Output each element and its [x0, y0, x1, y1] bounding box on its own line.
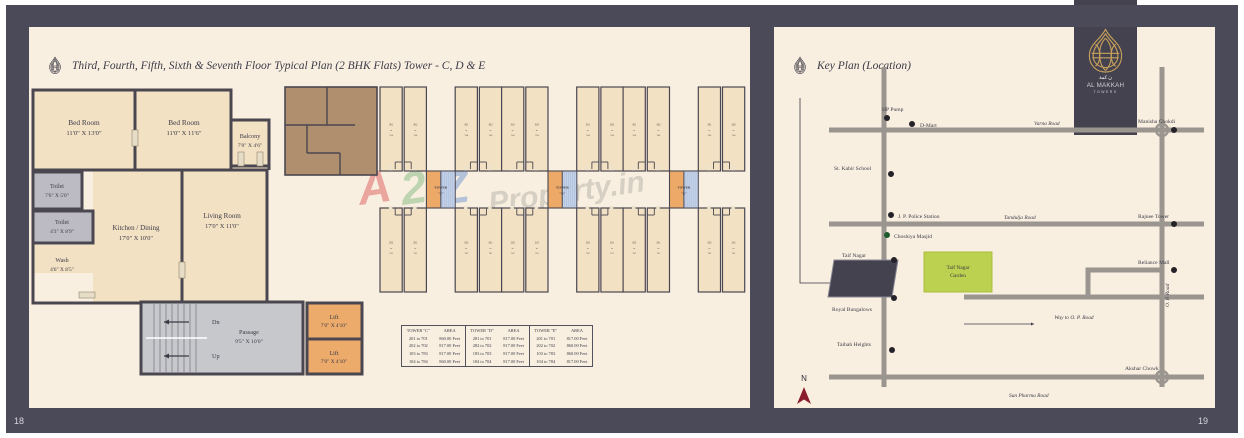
svg-text:Garden: Garden [950, 273, 966, 279]
svg-text:9'5" X 10'0": 9'5" X 10'0" [235, 339, 263, 345]
svg-text:Wash: Wash [55, 258, 68, 264]
svg-text:201: 201 [610, 241, 615, 244]
svg-text:Dn: Dn [212, 319, 220, 326]
svg-text:TOWER: TOWER [434, 186, 447, 190]
svg-text:Bed Room: Bed Room [68, 118, 100, 127]
svg-text:201: 201 [535, 241, 540, 244]
svg-text:301: 301 [464, 123, 469, 126]
svg-text:17'0" X 10'0": 17'0" X 10'0" [119, 235, 153, 242]
svg-text:Lift: Lift [330, 350, 339, 357]
svg-text:N: N [801, 374, 807, 383]
svg-text:TOWER: TOWER [677, 186, 690, 190]
svg-text:Lift: Lift [330, 314, 339, 321]
svg-text:201: 201 [488, 241, 493, 244]
svg-text:Sun Pharma Road: Sun Pharma Road [1009, 393, 1049, 399]
svg-text:202: 202 [464, 241, 469, 244]
svg-text:Taif Nagar: Taif Nagar [946, 264, 969, 271]
svg-text:302: 302 [535, 123, 540, 126]
svg-text:Toilet: Toilet [55, 220, 69, 226]
svg-text:Varna Road: Varna Road [1034, 121, 1060, 127]
svg-text:St. Kabir School: St. Kabir School [834, 166, 872, 172]
svg-text:HP Pump: HP Pump [882, 107, 904, 113]
svg-text:7'0" X 4'10": 7'0" X 4'10" [321, 323, 347, 329]
svg-text:TOWER: TOWER [556, 186, 569, 190]
svg-text:301: 301 [389, 123, 394, 126]
svg-text:D-Mart: D-Mart [920, 123, 937, 129]
svg-text:301: 301 [586, 123, 591, 126]
svg-text:Reliance Mall: Reliance Mall [1138, 260, 1170, 266]
svg-text:11'0" X 13'0": 11'0" X 13'0" [66, 130, 102, 137]
svg-text:11'0" X 11'6": 11'0" X 11'6" [166, 130, 201, 137]
svg-text:302: 302 [610, 123, 615, 126]
svg-text:7'6" X 5'0": 7'6" X 5'0" [45, 193, 69, 199]
svg-text:301: 301 [511, 123, 516, 126]
svg-text:"D": "D" [559, 192, 565, 196]
svg-text:7'0" X 4'6": 7'0" X 4'6" [238, 143, 263, 149]
svg-text:Royal Bungalows: Royal Bungalows [832, 307, 872, 313]
svg-text:202: 202 [389, 241, 394, 244]
svg-text:7'0" X 4'10": 7'0" X 4'10" [321, 359, 347, 365]
svg-text:201: 201 [413, 241, 418, 244]
svg-text:Passage: Passage [239, 329, 259, 336]
svg-text:"E": "E" [681, 192, 687, 196]
svg-text:O. P. Road: O. P. Road [1165, 283, 1171, 307]
svg-text:302: 302 [488, 123, 493, 126]
svg-text:4'6" X 8'5": 4'6" X 8'5" [50, 267, 74, 273]
svg-text:Akshar Chowk: Akshar Chowk [1125, 366, 1159, 372]
svg-text:301: 301 [707, 123, 712, 126]
svg-text:Taif Nagar: Taif Nagar [842, 252, 866, 259]
svg-text:Toilet: Toilet [50, 184, 64, 190]
svg-text:Bed Room: Bed Room [168, 118, 200, 127]
svg-text:Taibah Heights: Taibah Heights [837, 342, 871, 348]
svg-text:202: 202 [632, 241, 637, 244]
svg-text:301: 301 [632, 123, 637, 126]
svg-text:202: 202 [586, 241, 591, 244]
svg-text:202: 202 [511, 241, 516, 244]
svg-text:Tandulja Road: Tandulja Road [1004, 215, 1036, 221]
svg-text:201: 201 [731, 241, 736, 244]
svg-text:Way to O. P. Road: Way to O. P. Road [1054, 315, 1094, 321]
svg-text:Choshiya Masjid: Choshiya Masjid [894, 234, 932, 240]
svg-text:4'3" X 8'9": 4'3" X 8'9" [50, 229, 74, 235]
svg-text:202: 202 [707, 241, 712, 244]
svg-text:Up: Up [212, 353, 220, 360]
svg-text:201: 201 [656, 241, 661, 244]
svg-text:302: 302 [413, 123, 418, 126]
svg-text:302: 302 [731, 123, 736, 126]
svg-text:Kitchen / Dining: Kitchen / Dining [112, 224, 160, 232]
svg-text:"C": "C" [438, 192, 444, 196]
svg-text:302: 302 [656, 123, 661, 126]
svg-text:17'0" X 11'0": 17'0" X 11'0" [205, 223, 239, 230]
svg-text:Balcony: Balcony [240, 133, 262, 140]
svg-text:J. P. Police Station: J. P. Police Station [898, 214, 940, 220]
svg-text:Living Room: Living Room [203, 212, 241, 220]
svg-text:Manisha Chokdi: Manisha Chokdi [1138, 119, 1176, 125]
svg-text:Rajnee Tower: Rajnee Tower [1138, 214, 1169, 220]
